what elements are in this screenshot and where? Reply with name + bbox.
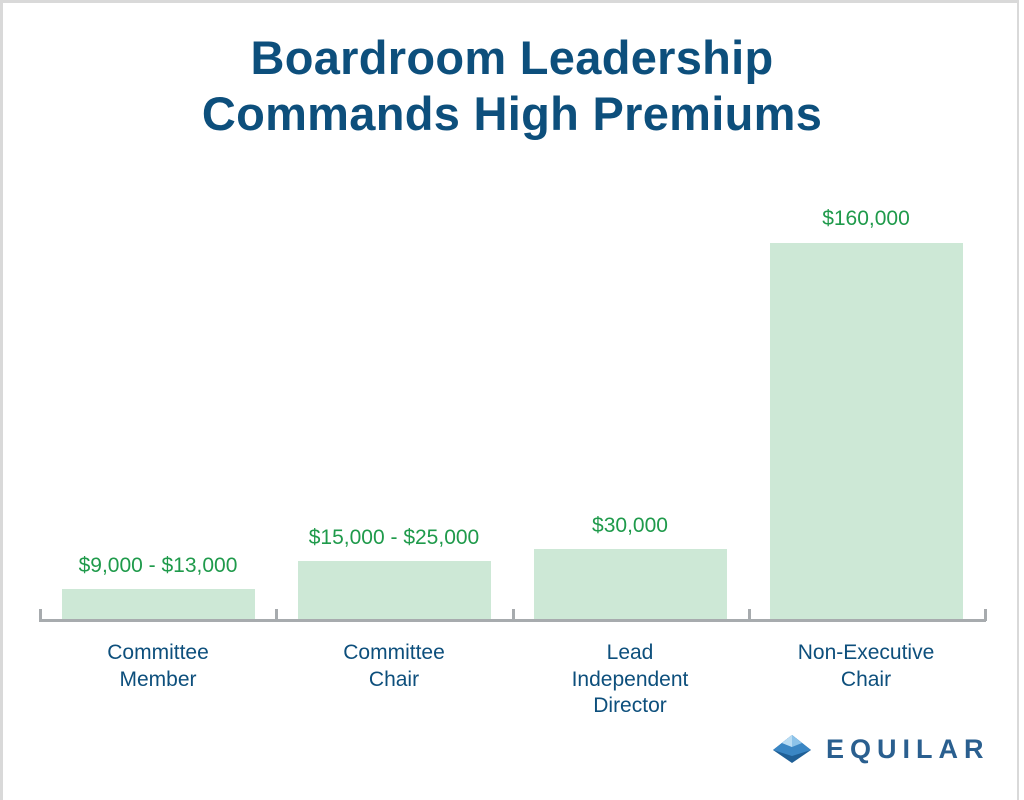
bar-non-executive-chair (770, 243, 963, 620)
value-label-committee-member: $9,000 - $13,000 (78, 554, 238, 577)
x-axis-tick (275, 609, 278, 621)
bar-committee-member (62, 589, 255, 620)
value-label-non-executive-chair: $160,000 (822, 207, 910, 230)
chart-title-line-2: Commands High Premiums (201, 87, 823, 140)
category-label-lead-independent-director: Lead Independent Director (571, 641, 689, 717)
chart-title-line-1: Boardroom Leadership (250, 31, 774, 84)
equilar-logo-text: EQUILAR (826, 733, 990, 764)
pyramid-logo-icon (773, 735, 811, 763)
chart-title: Boardroom Leadership Commands High Premi… (0, 30, 1024, 142)
bar-lead-independent-director (534, 549, 727, 620)
x-axis-tick (984, 609, 987, 621)
category-label-committee-member: Committee Member (107, 641, 209, 691)
category-label-non-executive-chair: Non-Executive Chair (797, 641, 935, 691)
x-axis-tick (512, 609, 515, 621)
bar-committee-chair (298, 561, 491, 620)
equilar-logo: EQUILAR (772, 731, 990, 767)
x-axis-tick (39, 609, 42, 621)
value-label-lead-independent-director: $30,000 (592, 514, 668, 537)
x-axis-tick (748, 609, 751, 621)
value-label-committee-chair: $15,000 - $25,000 (308, 526, 480, 549)
category-label-committee-chair: Committee Chair (343, 641, 445, 691)
